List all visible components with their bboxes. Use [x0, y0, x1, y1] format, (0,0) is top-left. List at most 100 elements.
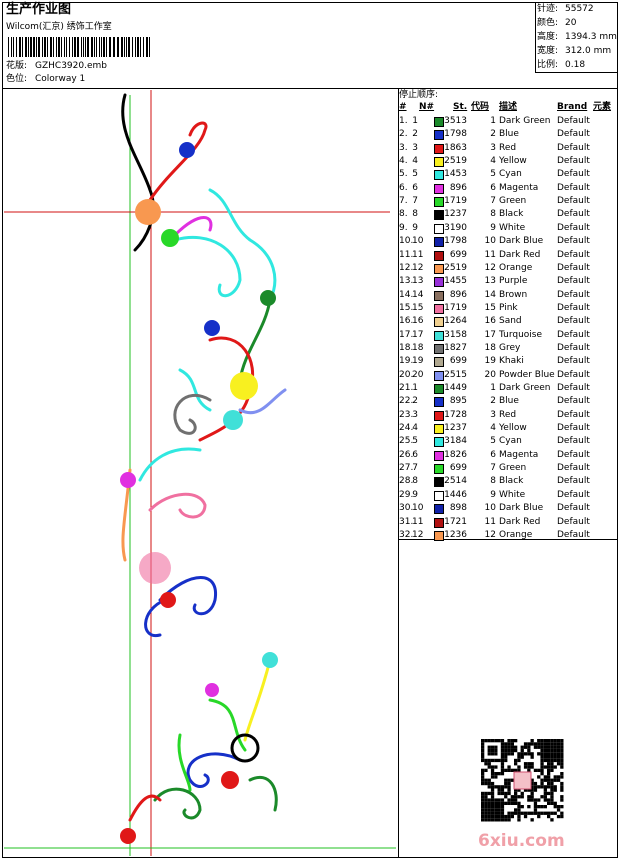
bar [99, 37, 100, 57]
qr-cell [481, 814, 485, 819]
qr-cell [553, 755, 557, 759]
qr-cell [507, 814, 511, 819]
qr-cell [507, 781, 511, 786]
brand: Default [557, 209, 590, 220]
bar [143, 37, 144, 57]
qr-cell [517, 765, 521, 769]
qr-cell [490, 801, 495, 805]
brand: Default [557, 156, 590, 167]
stitches: 1719 [444, 196, 467, 207]
qr-cell [537, 742, 541, 746]
code: 15 [484, 302, 496, 313]
qr-cell [514, 795, 518, 799]
qr-cell [514, 758, 518, 763]
qr-cell [556, 748, 561, 753]
qr-cell [494, 758, 498, 763]
row-number: 3. [399, 142, 408, 153]
code: 8 [490, 209, 496, 220]
vine [148, 121, 208, 202]
qr-cell [500, 791, 505, 796]
qr-cell [556, 805, 561, 809]
color-swatch [434, 490, 444, 501]
qr-cell [500, 755, 505, 759]
code: 9 [490, 222, 496, 233]
bar [50, 37, 52, 57]
brand: Default [557, 489, 590, 500]
code: 5 [490, 436, 496, 447]
qr-cell [533, 801, 538, 805]
code: 9 [490, 489, 496, 500]
qr-cell [540, 762, 544, 766]
row-number: 19. [399, 356, 414, 367]
needle: 8 [412, 209, 418, 220]
qr-cell [543, 798, 547, 802]
bar [64, 37, 65, 57]
code: 4 [490, 423, 496, 434]
qr-cell [504, 791, 508, 796]
bar [91, 37, 93, 57]
qr-cell [560, 745, 564, 749]
qr-cell [481, 775, 485, 779]
qr-cell [504, 748, 508, 753]
qr-cell [553, 748, 557, 753]
description: Magenta [499, 449, 539, 460]
stitches: 3184 [444, 436, 467, 447]
qr-cell [553, 758, 557, 763]
needle: 5 [412, 436, 418, 447]
qr-cell [507, 811, 511, 815]
color-swatch [434, 223, 444, 234]
code: 7 [490, 196, 496, 207]
qr-cell [550, 781, 554, 786]
qr-cell [494, 772, 498, 776]
qr-cell [484, 811, 488, 815]
stitches: 1798 [444, 236, 467, 247]
brand: Default [557, 516, 590, 527]
qr-cell [484, 798, 488, 802]
qr-cell [530, 762, 534, 766]
bar [36, 37, 37, 57]
bar [58, 37, 60, 57]
needle: 18 [412, 342, 424, 353]
code: 1 [490, 116, 496, 126]
qr-cell [510, 814, 514, 819]
vine [148, 492, 207, 519]
bar [42, 37, 43, 57]
row-number: 6. [399, 182, 408, 193]
qr-cell [560, 814, 564, 819]
qr-cell [490, 748, 495, 753]
brand: Default [557, 342, 590, 353]
qr-cell [484, 801, 488, 805]
stitches: 1446 [444, 489, 467, 500]
qr-cell [514, 798, 518, 802]
qr-cell [527, 788, 531, 792]
qr-cell [523, 811, 528, 815]
qr-cell [504, 745, 508, 749]
qr-cell [550, 739, 554, 743]
stat-value: 312.0 mm [565, 46, 612, 56]
qr-cell [517, 811, 521, 815]
qr-cell [487, 811, 491, 815]
description: Blue [499, 129, 519, 140]
title: 生产作业图 [6, 2, 72, 17]
qr-cell [547, 772, 551, 776]
qr-cell [481, 739, 485, 743]
qr-cell [530, 765, 534, 769]
qr-cell [500, 772, 505, 776]
vine [178, 368, 212, 412]
flower [161, 229, 179, 247]
row-number: 10. [399, 236, 414, 247]
color-swatch [434, 250, 444, 261]
row-number: 8. [399, 209, 408, 220]
qr-cell [487, 762, 491, 766]
code: 16 [484, 316, 496, 327]
qr-cell [530, 811, 534, 815]
color-swatch [434, 530, 444, 541]
stitches: 1827 [444, 342, 467, 353]
bar [74, 37, 76, 57]
qr-cell [500, 801, 505, 805]
stitches: 3158 [444, 329, 467, 340]
brand: Default [557, 249, 590, 260]
qr-cell [550, 752, 554, 756]
qr-cell [484, 781, 488, 786]
qr-cell [481, 805, 485, 809]
